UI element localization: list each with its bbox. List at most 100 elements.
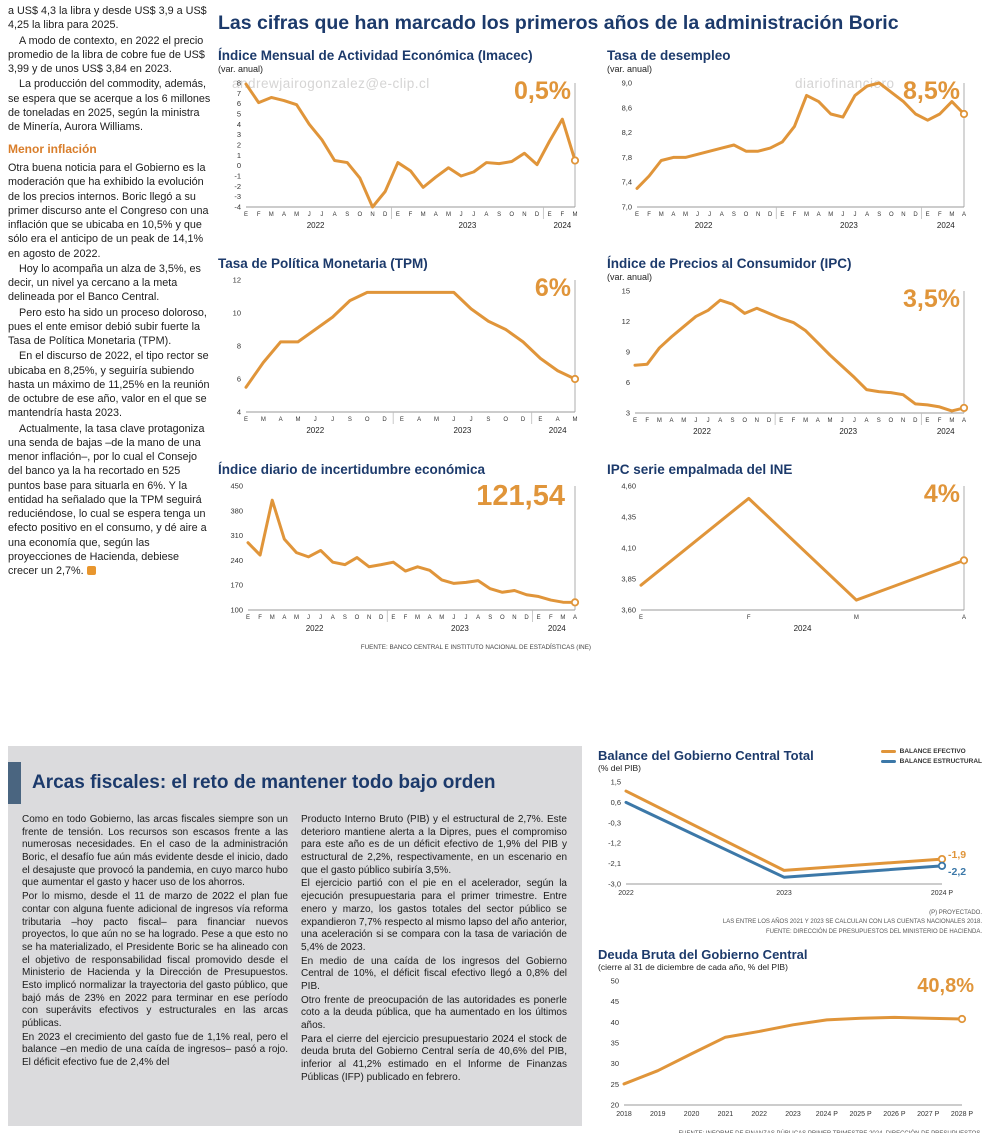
svg-text:4,10: 4,10 [621,544,636,553]
svg-text:J: J [470,417,473,423]
svg-text:3: 3 [626,409,630,418]
svg-text:J: J [308,212,311,218]
svg-text:F: F [561,212,565,218]
chart-subtitle: (% del PIB) [598,763,641,773]
svg-text:-1,9: -1,9 [948,849,966,861]
svg-text:J: J [708,212,711,218]
svg-text:E: E [635,212,639,218]
svg-text:A: A [671,212,675,218]
svg-text:O: O [509,212,514,218]
svg-text:4,60: 4,60 [621,482,636,491]
svg-text:A: A [417,417,421,423]
chart-deuda-bruta: Deuda Bruta del Gobierno Central (cierre… [598,947,982,1133]
svg-text:2024: 2024 [553,221,571,230]
chart-title: Balance del Gobierno Central Total [598,748,814,763]
svg-text:2018: 2018 [616,1111,632,1118]
svg-text:M: M [827,418,832,424]
svg-text:E: E [244,212,248,218]
svg-text:A: A [720,212,724,218]
chart-title: Índice de Precios al Consumidor (IPC) [607,256,852,271]
svg-text:8,6: 8,6 [622,103,632,112]
chart-title: Tasa de desempleo [607,48,731,63]
svg-text:2024: 2024 [937,427,955,436]
svg-text:35: 35 [611,1038,619,1047]
legend-label: BALANCE ESTRUCTURAL [899,758,982,765]
svg-text:2022: 2022 [306,426,324,435]
highlight-value: 40,8% [917,974,974,997]
svg-text:O: O [355,615,360,621]
svg-text:M: M [949,418,954,424]
legend-item: BALANCE EFECTIVO [880,748,982,755]
svg-text:2024: 2024 [937,221,955,230]
svg-text:6: 6 [626,378,630,387]
svg-text:M: M [294,615,299,621]
paragraph: Actualmente, la tasa clave protagoniza u… [8,422,211,579]
svg-text:O: O [889,212,894,218]
svg-text:A: A [816,418,820,424]
svg-text:2023: 2023 [785,1111,801,1118]
svg-text:S: S [497,212,501,218]
fiscal-charts: Balance del Gobierno Central Total (% de… [598,748,982,1133]
svg-text:6: 6 [237,99,241,108]
svg-text:J: J [452,417,455,423]
svg-text:A: A [279,417,283,423]
svg-text:M: M [421,212,426,218]
svg-text:M: M [804,212,809,218]
paragraph: En el discurso de 2022, el tipo rector s… [8,350,210,420]
svg-text:D: D [913,212,918,218]
svg-text:J: J [472,212,475,218]
svg-text:E: E [779,418,783,424]
svg-text:S: S [345,212,349,218]
legend-item: BALANCE ESTRUCTURAL [880,758,982,765]
svg-text:S: S [343,615,347,621]
svg-text:O: O [742,418,747,424]
highlight-value: 121,54 [476,480,565,512]
svg-text:12: 12 [622,317,630,326]
svg-text:E: E [548,212,552,218]
svg-text:7,0: 7,0 [622,203,632,212]
svg-text:1,5: 1,5 [611,778,621,787]
paragraph: Hoy lo acompaña un alza de 3,5%, es deci… [8,262,201,304]
svg-text:M: M [573,417,578,423]
svg-text:A: A [865,418,869,424]
svg-text:F: F [792,418,796,424]
fiscal-article-panel: Arcas fiscales: el reto de mantener todo… [8,746,582,1126]
svg-text:F: F [409,212,413,218]
svg-text:4: 4 [237,120,241,129]
chart-title: Índice diario de incertidumbre económica [218,462,486,477]
svg-text:20: 20 [611,1100,619,1109]
svg-text:M: M [446,212,451,218]
svg-text:2023: 2023 [459,221,477,230]
svg-text:J: J [853,418,856,424]
paragraph: Otro frente de preocupación de las autor… [301,994,567,1031]
chart-incertidumbre: Índice diario de incertidumbre económica… [218,462,591,651]
svg-text:A: A [962,418,966,424]
svg-text:M: M [659,212,664,218]
paragraph: En 2023 el crecimiento del gasto fue de … [22,1031,288,1069]
desempleo-plot: 9,08,68,27,87,47,0E F M A M J J A S O N D E F M A M J J A S O… [622,79,969,230]
article-left-column: a US$ 4,3 la libra y desde US$ 3,9 a US$… [8,4,211,579]
svg-text:2023: 2023 [776,890,792,897]
svg-text:F: F [257,212,261,218]
svg-text:25: 25 [611,1080,619,1089]
chart-subtitle: (var. anual) [607,64,653,74]
svg-text:F: F [938,418,942,424]
svg-text:A: A [282,615,286,621]
paragraph: Otra buena noticia para el Gobierno es l… [8,162,209,260]
svg-text:M: M [949,212,954,218]
svg-text:7,8: 7,8 [622,153,632,162]
svg-text:J: J [307,615,310,621]
svg-text:7: 7 [237,89,241,98]
deuda-plot: 50 45 40 35 30 25 20 2018 2019 2020 2021 2022 2023 20… [611,976,974,1118]
fiscal-column-1: Como en todo Gobierno, las arcas fiscale… [22,814,288,1085]
svg-text:2022: 2022 [693,427,711,436]
highlight-value: 8,5% [903,77,960,105]
svg-text:4,35: 4,35 [621,513,636,522]
chart-imacec: Índice Mensual de Actividad Económica (I… [218,48,591,240]
svg-text:E: E [926,212,930,218]
svg-text:3,85: 3,85 [621,575,636,584]
svg-text:F: F [258,615,262,621]
svg-text:M: M [294,212,299,218]
